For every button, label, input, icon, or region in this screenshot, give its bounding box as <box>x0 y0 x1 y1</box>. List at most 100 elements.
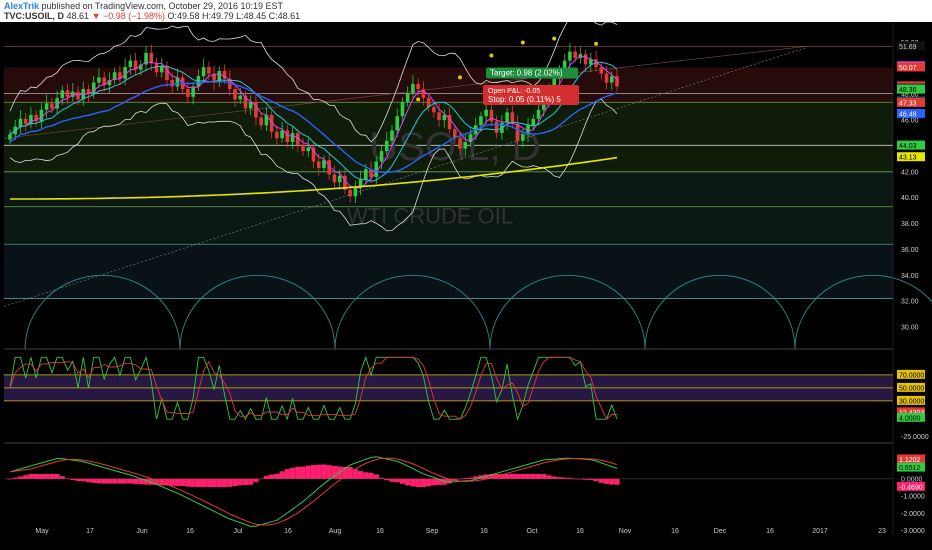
signal-dot <box>552 36 557 41</box>
macd-histogram-bar <box>420 478 426 487</box>
candle-body <box>118 72 122 79</box>
candle-body <box>479 116 483 126</box>
candle-body <box>269 114 274 132</box>
price-badge-bg <box>897 97 925 107</box>
osc-level-label-bg <box>897 395 925 405</box>
bollinger-lower <box>9 98 618 232</box>
candle-body <box>405 92 410 103</box>
price-tick-label: 34.00 <box>901 273 919 280</box>
macd-histogram-bar <box>28 474 34 479</box>
watermark-name: WTI CRUDE OIL <box>347 204 513 229</box>
date-tick-label: 16 <box>376 528 384 535</box>
publish-line: AlexTrik published on TradingView.com, O… <box>4 1 283 11</box>
macd-histogram-bar <box>462 477 468 479</box>
publish-info: published on TradingView.com, October 29… <box>41 1 284 11</box>
macd-histogram-bar <box>237 478 243 486</box>
mid-zone <box>4 102 893 172</box>
date-tick-label: 16 <box>766 528 774 535</box>
macd-histogram-bar <box>326 465 332 479</box>
date-tick-label: 23 <box>878 528 886 535</box>
macd-histogram-bar <box>530 474 536 479</box>
candle-body <box>531 118 536 126</box>
price-badge: 43.13 <box>899 155 917 162</box>
candle-body <box>306 147 311 152</box>
macd-value-badge-bg <box>897 481 925 491</box>
candle-body <box>358 179 363 188</box>
footer-bar <box>0 535 932 550</box>
macd-histogram-bar <box>603 478 610 484</box>
macd-line <box>9 456 618 527</box>
candle-body <box>337 175 342 183</box>
candle-body <box>275 131 279 139</box>
stop-label: Stop: 0.05 (0.11%) 5 <box>488 95 561 104</box>
price-badge-bg <box>897 41 925 51</box>
macd-histogram-bar <box>7 478 13 480</box>
candle-body <box>521 134 525 141</box>
macd-histogram-bar <box>509 474 515 479</box>
candle-body <box>76 91 80 100</box>
macd-histogram-bar <box>378 477 385 479</box>
cycle-arc <box>644 274 796 350</box>
candle-body <box>264 114 269 126</box>
macd-histogram-bar <box>64 478 71 480</box>
candle-body <box>128 60 133 68</box>
candle-body <box>159 65 164 73</box>
macd-histogram-bar <box>195 478 201 488</box>
target-label: Target: 0.98 (2.02%) <box>490 69 563 78</box>
date-tick-label: 16 <box>576 528 584 535</box>
macd-histogram-bar <box>373 474 379 479</box>
candle-body <box>248 102 253 109</box>
macd-histogram-bar <box>12 477 18 479</box>
candle-body <box>458 138 462 149</box>
candle-body <box>327 160 331 175</box>
candle-body <box>34 114 38 122</box>
macd-histogram-bar <box>394 478 400 483</box>
macd-histogram-bar <box>368 472 374 479</box>
macd-histogram-bar <box>598 478 604 483</box>
candle-body <box>222 70 227 79</box>
macd-histogram-bar <box>201 478 207 488</box>
candle-body <box>29 114 33 124</box>
macd-histogram-bar <box>331 465 338 479</box>
macd-histogram-bar <box>305 465 311 479</box>
candle-body <box>217 70 222 83</box>
author-link[interactable]: AlexTrik <box>4 1 40 11</box>
candle-body <box>364 169 368 180</box>
signal-dot <box>594 41 599 46</box>
date-tick-label: Sep <box>426 528 439 535</box>
macd-histogram-bar <box>300 466 306 479</box>
macd-value-badge-bg <box>897 454 925 464</box>
candle-body <box>97 77 101 83</box>
candle-body <box>301 144 305 152</box>
price-badge: 47.33 <box>899 100 917 107</box>
candle-body <box>165 65 169 81</box>
macd-histogram-bar <box>80 478 86 482</box>
chart-canvas[interactable]: 30.0032.0034.0036.0038.0040.0042.0044.00… <box>0 22 932 535</box>
macd-histogram-bar <box>263 475 270 479</box>
candle-body <box>395 116 400 131</box>
macd-histogram-bar <box>112 478 118 484</box>
macd-histogram-bar <box>59 476 65 479</box>
candle-body <box>447 114 452 130</box>
macd-histogram-bar <box>85 478 92 483</box>
candle-body <box>369 169 373 178</box>
date-tick-label: 16 <box>480 528 488 535</box>
signal-dot <box>458 75 463 80</box>
candle-body <box>322 160 326 168</box>
candle-body <box>201 67 206 77</box>
macd-tick-label: -2.0000 <box>901 511 925 518</box>
candle-body <box>154 63 159 73</box>
macd-histogram-bar <box>17 476 24 479</box>
signal-dot <box>416 97 421 102</box>
macd-histogram-bar <box>562 477 568 479</box>
macd-histogram-bar <box>101 478 107 484</box>
price-badge: 51.69 <box>899 44 917 51</box>
candle-body <box>609 76 614 83</box>
macd-histogram-bar <box>54 474 60 479</box>
macd-histogram-bar <box>49 474 55 479</box>
macd-histogram-bar <box>446 478 453 484</box>
candle-body <box>573 51 577 59</box>
low-zone <box>4 171 893 245</box>
macd-histogram-bar <box>436 478 442 485</box>
macd-value-badge: 0.6512 <box>899 465 921 472</box>
